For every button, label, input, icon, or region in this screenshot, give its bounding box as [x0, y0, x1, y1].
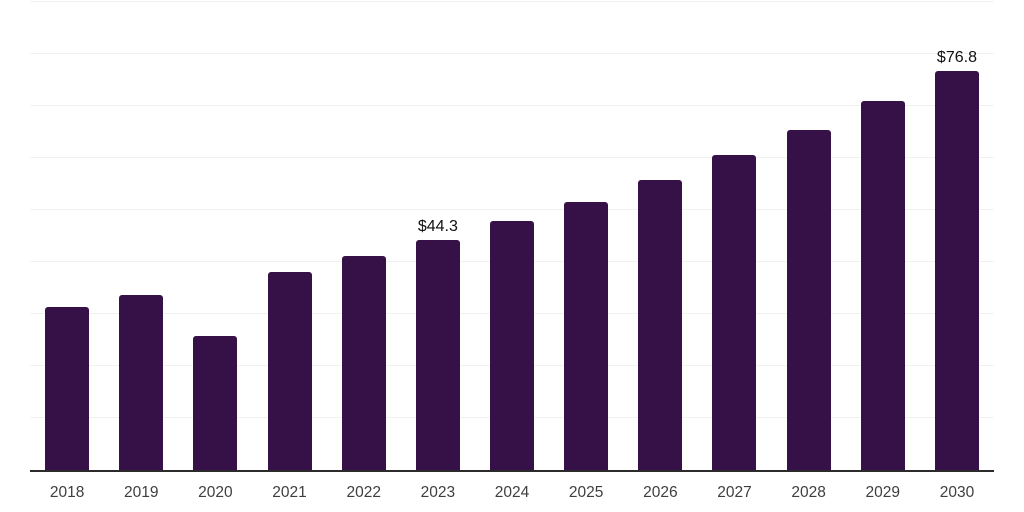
data-label-2030: $76.8: [936, 48, 977, 66]
bar-slot-2025: [549, 2, 623, 470]
x-tick-2020: 2020: [198, 484, 233, 501]
gridline-60: [30, 157, 994, 159]
bar-2028: [786, 129, 831, 470]
x-tick-2026: 2026: [643, 484, 678, 501]
x-tick-2027: 2027: [717, 484, 752, 501]
x-tick-2025: 2025: [568, 484, 604, 501]
bar-slot-2019: [104, 2, 178, 470]
bar-2024: [490, 221, 535, 470]
bar-2026: [638, 179, 683, 470]
x-tick-2030: 2030: [939, 484, 975, 501]
bar-slot-2020: [178, 2, 252, 470]
bar-2023: [415, 239, 460, 470]
bar-slot-2030: $76.8: [920, 2, 994, 470]
bar-slot-2026: [623, 2, 697, 470]
bar-slot-2028: [772, 2, 846, 470]
bar-2022: [341, 256, 386, 470]
x-tick-2021: 2021: [272, 484, 307, 501]
x-tick-2019: 2019: [123, 484, 159, 501]
bar-series: $44.3 $76.8: [30, 2, 994, 470]
bar-2018: [45, 307, 90, 470]
x-axis-line: [30, 470, 994, 472]
bar-2025: [564, 201, 609, 470]
x-tick-2024: 2024: [494, 484, 530, 501]
x-tick-2029: 2029: [865, 484, 901, 501]
data-label-2023: $44.3: [417, 217, 458, 235]
bar-2020: [193, 335, 238, 470]
gridline-50: [30, 209, 994, 210]
x-tick-2018: 2018: [49, 484, 85, 501]
bar-2029: [860, 101, 905, 470]
bar-2027: [712, 155, 757, 470]
x-tick-2022: 2022: [346, 484, 381, 501]
bar-slot-2029: [846, 2, 920, 470]
bar-2019: [119, 295, 164, 470]
x-axis-tick-labels: 2018 2019 2020 2021 2022 2023 2024 2025 2026 2027…: [30, 484, 994, 503]
bar-slot-2021: [252, 2, 326, 470]
bar-2021: [267, 271, 312, 470]
bar-slot-2023: $44.3: [401, 2, 475, 470]
gridline-70: [30, 105, 994, 106]
bar-2030: [934, 70, 979, 470]
x-tick-2028: 2028: [791, 484, 826, 501]
bar-slot-2022: [327, 2, 401, 470]
x-tick-2023: 2023: [420, 484, 456, 501]
bar-slot-2018: [30, 2, 104, 470]
plot-area: $44.3 $76.8: [30, 1, 994, 472]
gridline-80: [30, 53, 994, 54]
gridline-90: [30, 1, 994, 2]
bar-slot-2024: [475, 2, 549, 470]
bar-slot-2027: [697, 2, 771, 470]
